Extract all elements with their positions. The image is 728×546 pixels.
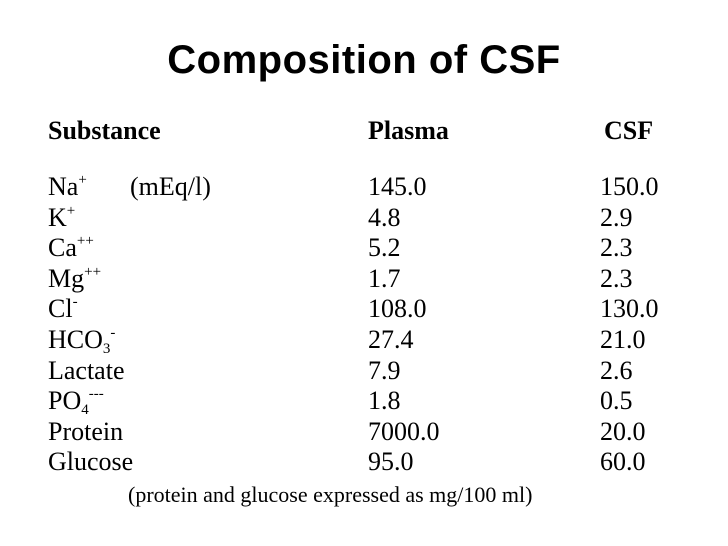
substance-symbol: Cl [48,294,73,324]
table-row: HCO3- 27.4 21.0 [0,324,728,357]
substance-name: Lactate [48,356,125,386]
substance-symbol: Glucose [48,447,134,477]
plasma-value: 5.2 [368,233,401,263]
csf-value: 21.0 [600,324,646,354]
substance-symbol: K [48,202,67,232]
substance-charge: ++ [76,233,94,250]
substance-symbol: Protein [48,416,124,446]
substance-name: Protein [48,417,123,447]
substance-name: PO4--- [48,386,104,419]
substance-name: Mg++ [48,264,101,294]
csf-value: 130.0 [600,294,659,324]
table-row: Na+ (mEq/l) 145.0 150.0 [0,172,728,203]
csf-value: 0.5 [600,386,633,416]
table-row: Mg++ 1.7 2.3 [0,264,728,295]
substance-name: Cl- [48,294,78,324]
csf-value: 2.3 [600,233,633,263]
plasma-value: 95.0 [368,447,414,477]
substance-symbol: HCO [48,324,103,354]
table-row: Protein 7000.0 20.0 [0,417,728,448]
page-title: Composition of CSF [167,38,561,82]
plasma-value: 4.8 [368,202,401,232]
footnote: (protein and glucose expressed as mg/100… [128,482,533,507]
header-csf: CSF [604,116,654,145]
plasma-value: 1.7 [368,263,401,293]
plasma-value: 145.0 [368,172,427,201]
substance-subscript: 4 [81,402,89,419]
csf-value: 150.0 [600,172,659,201]
composition-table: Na+ (mEq/l) 145.0 150.0 K+ 4.8 2.9 Ca++ 5.2 2.3 Mg… [0,172,728,478]
substance-charge: - [110,324,116,341]
table-row: Ca++ 5.2 2.3 [0,233,728,264]
header-substance: Substance [48,116,161,145]
substance-charge: ++ [84,263,102,280]
substance-subscript: 3 [102,340,111,357]
csf-value: 20.0 [600,416,646,446]
csf-value: 2.9 [600,202,633,232]
csf-value: 2.6 [600,355,633,385]
plasma-value: 27.4 [368,324,414,354]
substance-symbol: Mg [48,263,85,293]
table-row: PO4--- 1.8 0.5 [0,386,728,419]
substance-charge: --- [88,386,104,403]
csf-value: 60.0 [600,447,646,477]
substance-name: HCO3- [48,324,116,357]
substance-charge: + [78,172,87,188]
table-row: Glucose 95.0 60.0 [0,447,728,478]
table-row: Cl- 108.0 130.0 [0,294,728,325]
substance-symbol: PO [48,386,82,416]
plasma-value: 108.0 [368,294,427,324]
substance-name: Ca++ [48,233,94,263]
substance-symbol: Ca [48,233,77,263]
substance-name: Na+ [48,172,87,202]
substance-charge: - [72,294,78,311]
substance-charge: + [66,202,76,219]
substance-name: K+ [48,203,75,233]
header-plasma: Plasma [368,116,449,145]
substance-symbol: Lactate [48,355,125,385]
unit-label: (mEq/l) [130,172,211,201]
table-row: Lactate 7.9 2.6 [0,356,728,387]
plasma-value: 7.9 [368,355,401,385]
substance-name: Glucose [48,447,133,477]
csf-value: 2.3 [600,263,633,293]
substance-symbol: Na [48,172,79,201]
plasma-value: 7000.0 [368,416,440,446]
table-row: K+ 4.8 2.9 [0,203,728,234]
plasma-value: 1.8 [368,386,401,416]
